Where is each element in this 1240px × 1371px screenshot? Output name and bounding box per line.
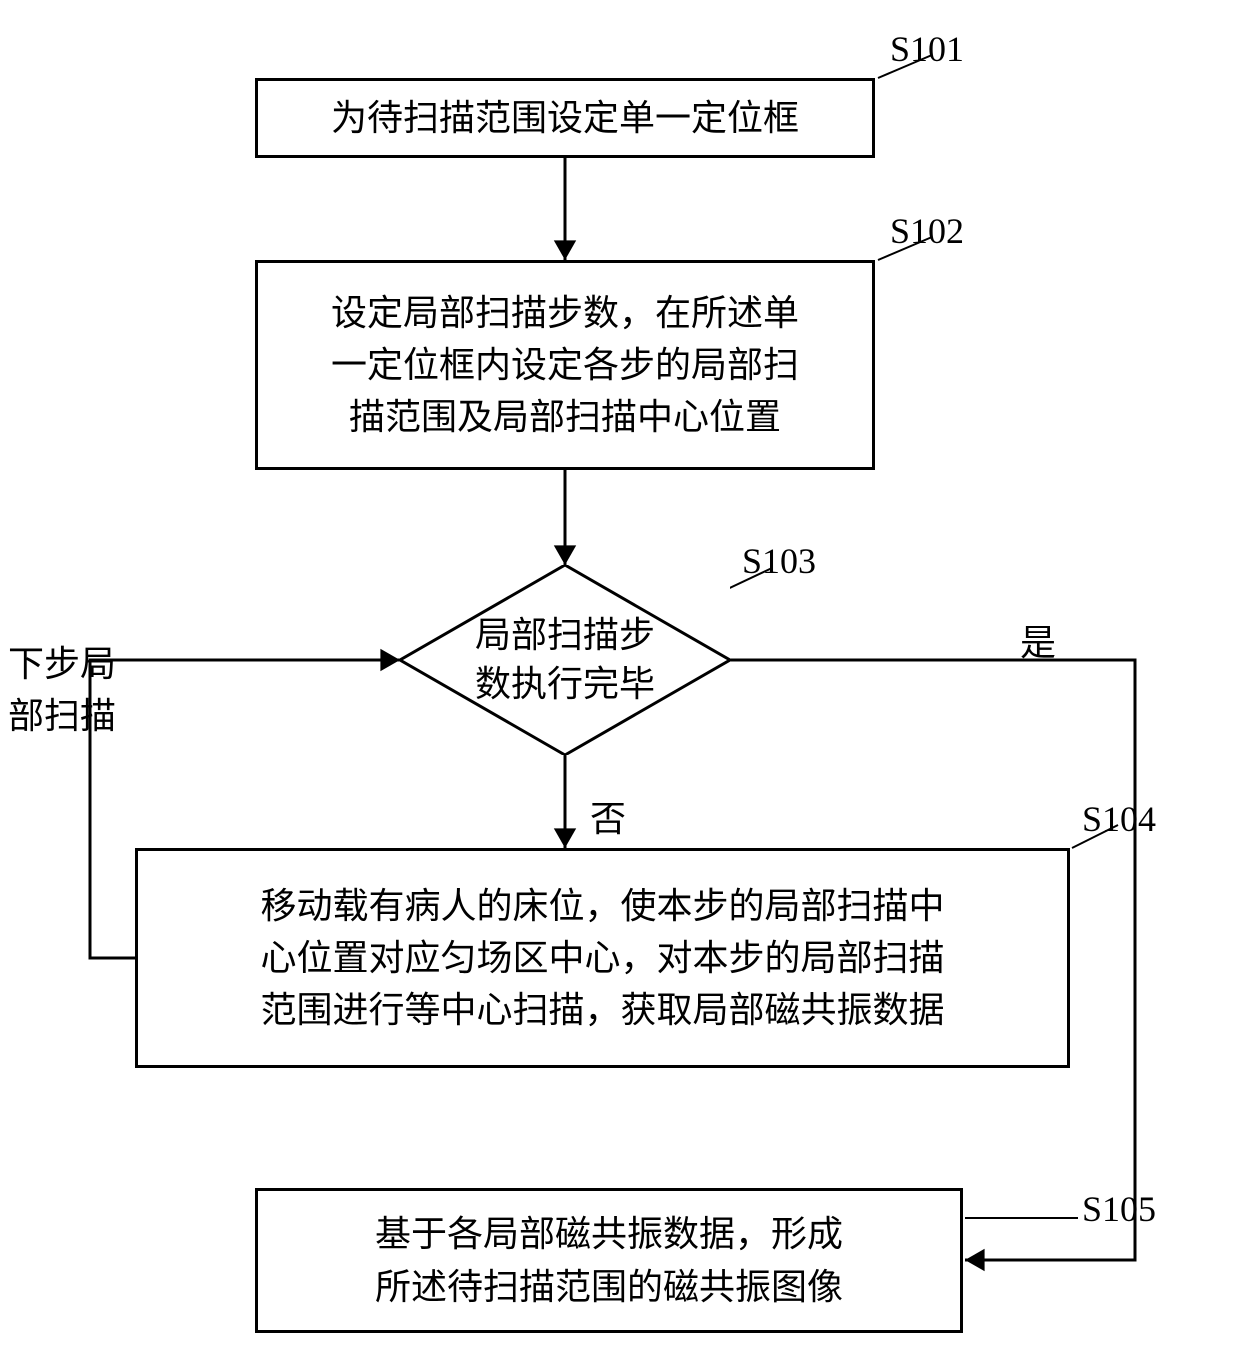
label-s101: S101 bbox=[890, 28, 964, 70]
node-s104: 移动载有病人的床位，使本步的局部扫描中 心位置对应匀场区中心，对本步的局部扫描 … bbox=[135, 848, 1070, 1068]
edge-label-2: 否 bbox=[590, 790, 626, 842]
label-s104: S104 bbox=[1082, 798, 1156, 840]
node-s104-text: 移动载有病人的床位，使本步的局部扫描中 心位置对应匀场区中心，对本步的局部扫描 … bbox=[260, 880, 944, 1037]
side-label-next_step: 下步局 部扫描 bbox=[8, 638, 116, 742]
node-s101: 为待扫描范围设定单一定位框 bbox=[255, 78, 875, 158]
node-s102: 设定局部扫描步数，在所述单 一定位框内设定各步的局部扫 描范围及局部扫描中心位置 bbox=[255, 260, 875, 470]
node-s102-text: 设定局部扫描步数，在所述单 一定位框内设定各步的局部扫 描范围及局部扫描中心位置 bbox=[331, 287, 799, 444]
node-s105: 基于各局部磁共振数据，形成 所述待扫描范围的磁共振图像 bbox=[255, 1188, 963, 1333]
node-s105-text: 基于各局部磁共振数据，形成 所述待扫描范围的磁共振图像 bbox=[375, 1208, 843, 1312]
label-s102: S102 bbox=[890, 210, 964, 252]
edge-label-3: 是 bbox=[1020, 614, 1056, 666]
node-s103: 局部扫描步 数执行完毕 bbox=[400, 565, 730, 755]
node-s101-text: 为待扫描范围设定单一定位框 bbox=[331, 92, 799, 144]
node-s103-text: 局部扫描步 数执行完毕 bbox=[400, 565, 730, 755]
label-s105: S105 bbox=[1082, 1188, 1156, 1230]
label-s103: S103 bbox=[742, 540, 816, 582]
